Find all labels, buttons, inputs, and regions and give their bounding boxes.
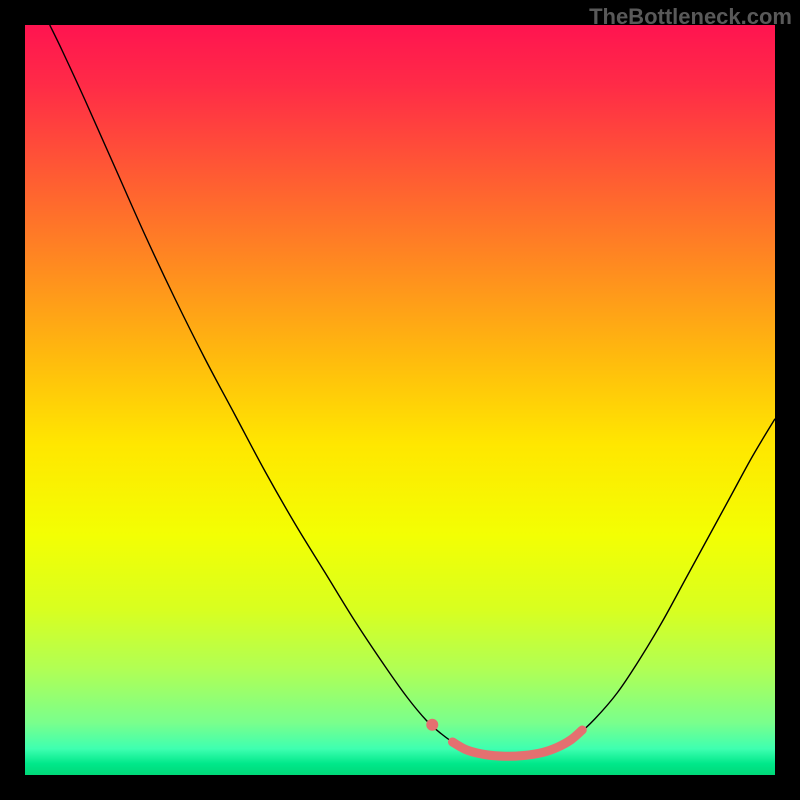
watermark-text: TheBottleneck.com bbox=[589, 4, 792, 30]
chart-container: TheBottleneck.com bbox=[0, 0, 800, 800]
marker-highlight-dot-left bbox=[426, 719, 438, 731]
bottleneck-chart bbox=[0, 0, 800, 800]
plot-background bbox=[25, 25, 775, 775]
marker-group bbox=[426, 719, 438, 731]
